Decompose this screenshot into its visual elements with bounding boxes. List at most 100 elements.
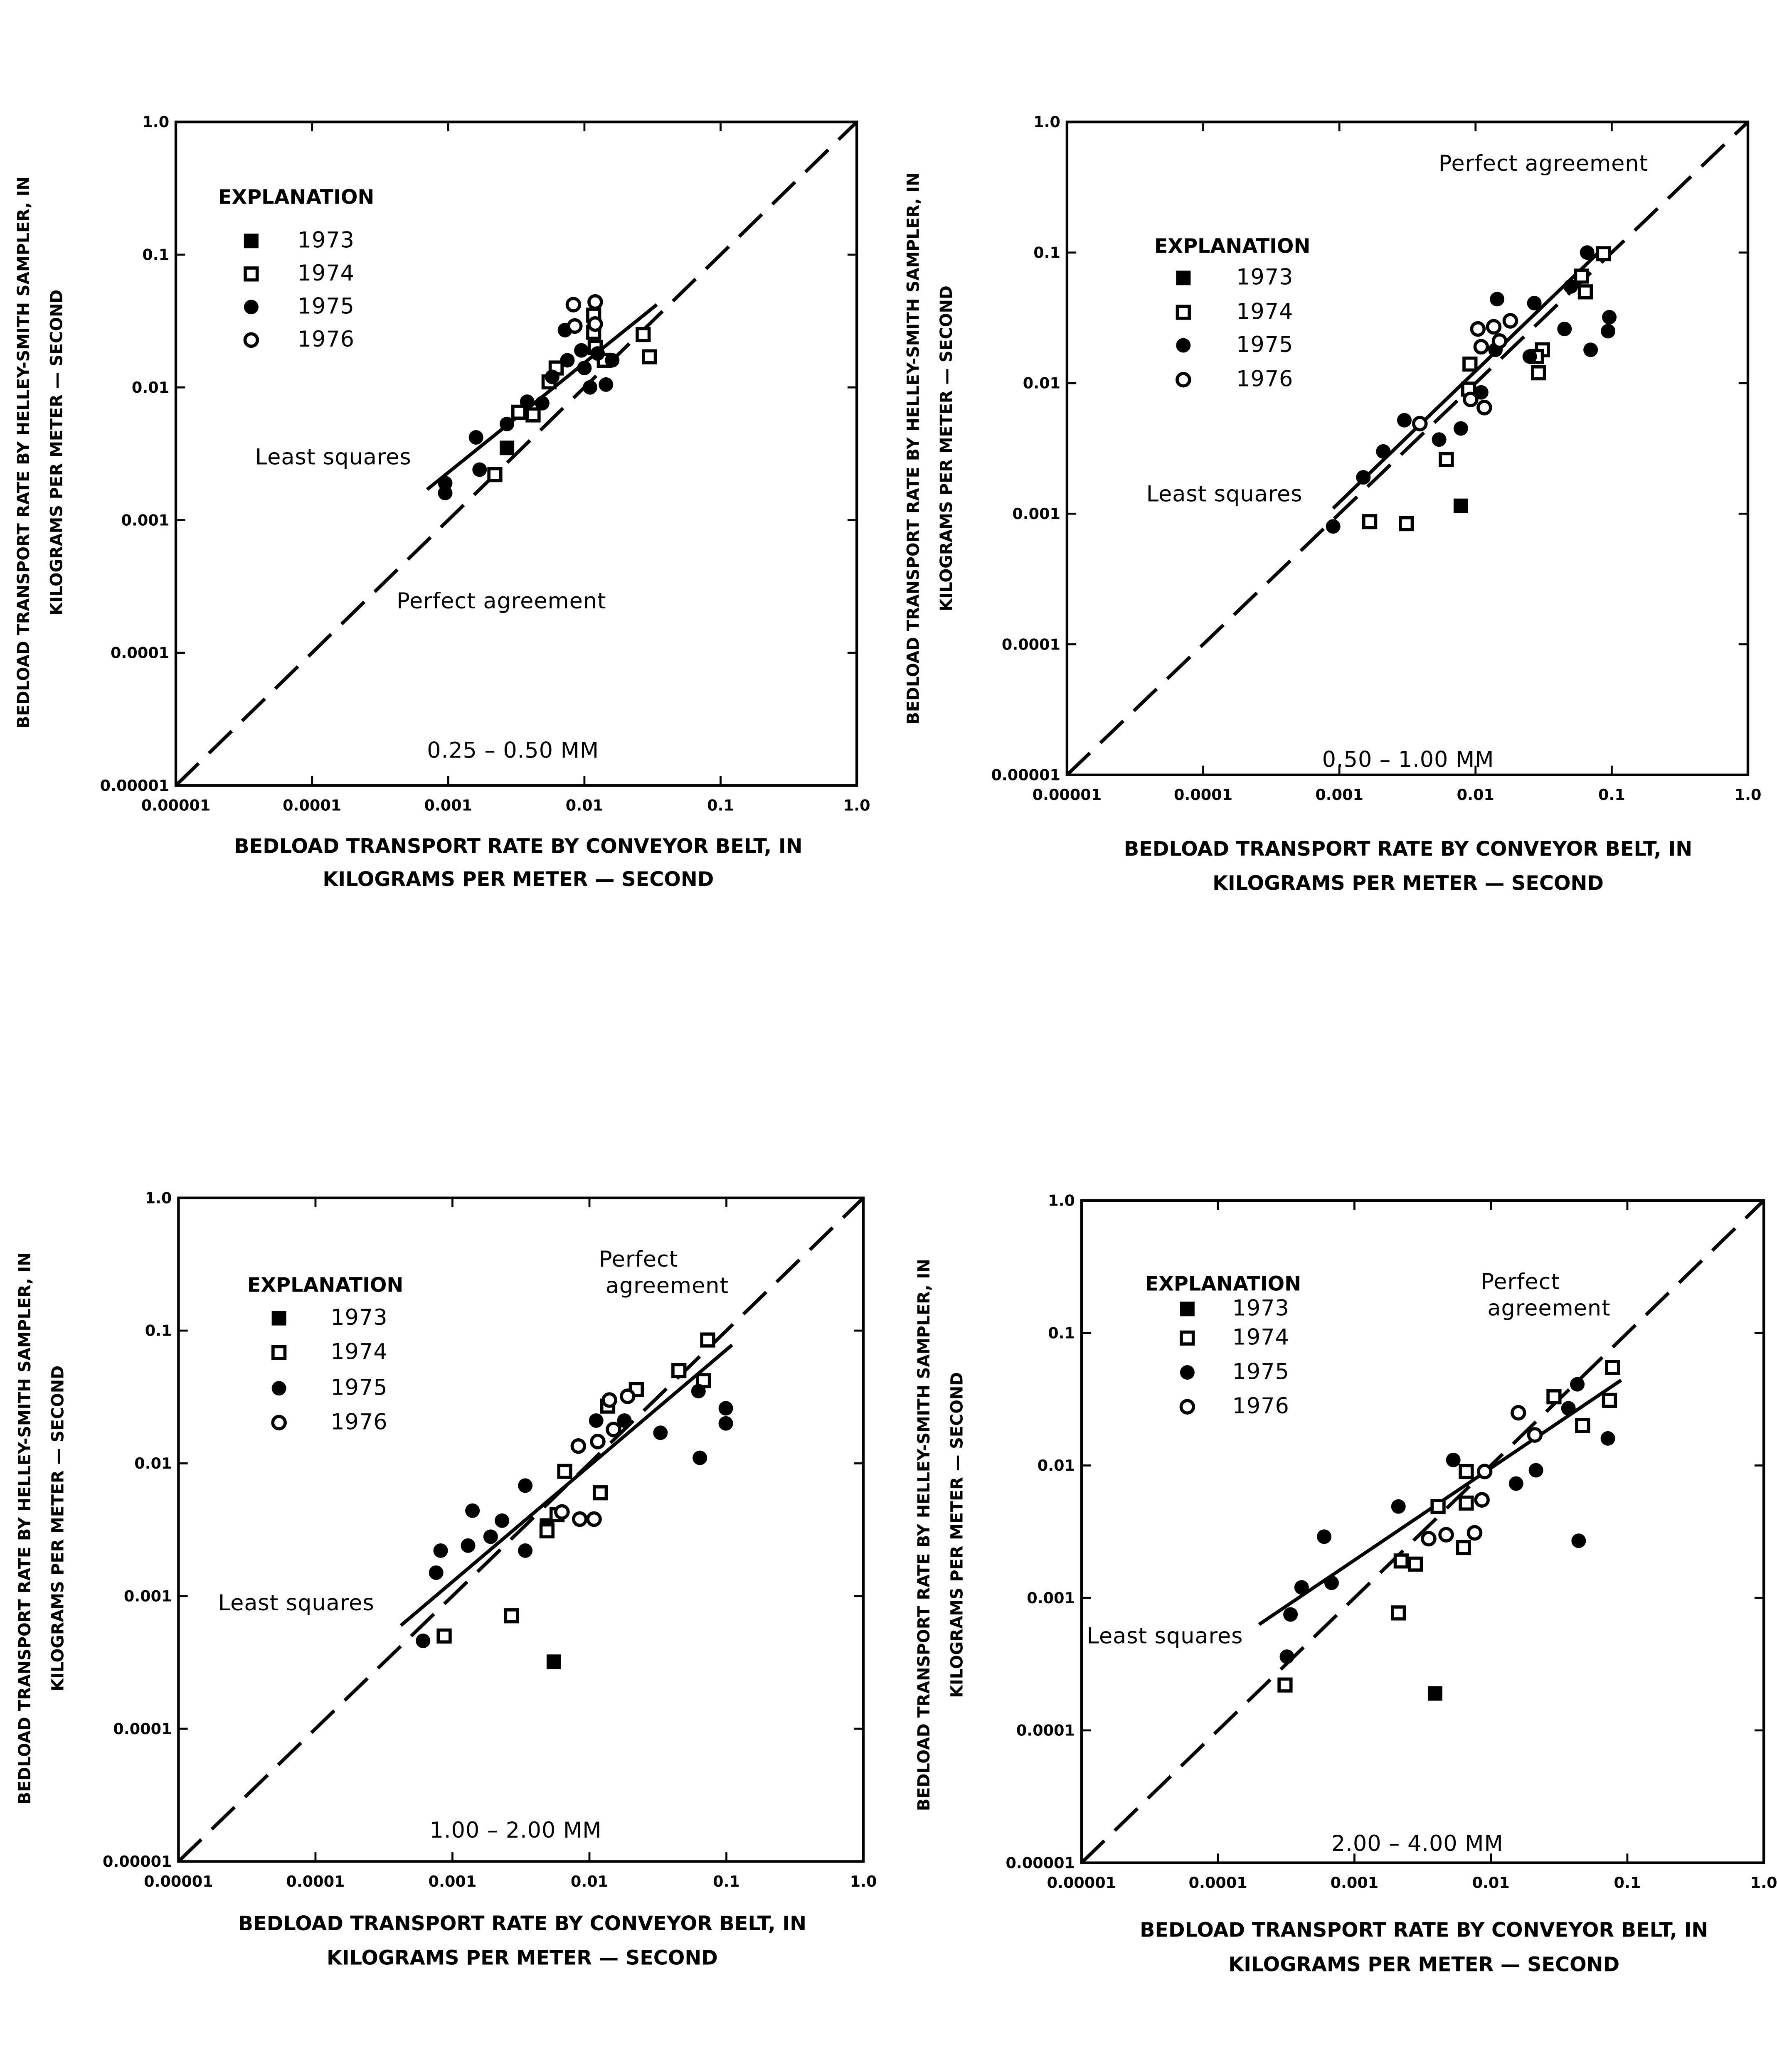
grain-size-label: 0.50 – 1.00 MM [1322, 747, 1494, 773]
y-tick-label: 0.0001 [1016, 1722, 1075, 1740]
legend-marker-1976 [1179, 1399, 1195, 1415]
y-tick-label: 0.1 [145, 1322, 172, 1340]
data-point-1974 [1393, 1553, 1409, 1569]
y-axis-title: KILOGRAMS PER METER — SECOND [49, 1366, 68, 1691]
data-point-1973 [546, 1654, 561, 1669]
x-axis-title: KILOGRAMS PER METER — SECOND [323, 868, 714, 891]
data-point-1975 [1283, 1607, 1298, 1622]
x-tick-label: 0.01 [1472, 1874, 1510, 1892]
plot-frame [1065, 121, 1750, 776]
y-tick-label: 0.01 [1023, 374, 1060, 392]
data-point-1974 [1430, 1499, 1446, 1514]
data-point-1976 [567, 318, 583, 334]
y-tick-label: 0.001 [124, 1587, 172, 1605]
perfect-agreement-line [1066, 121, 1749, 776]
legend-marker-1976 [243, 332, 259, 348]
data-point-1974 [487, 467, 503, 482]
least-squares-label: Least squares [218, 1590, 375, 1616]
data-point-1975 [1279, 1649, 1294, 1664]
legend-marker-1973 [1180, 1302, 1195, 1317]
data-point-1976 [1491, 333, 1508, 349]
legend-label: 1974 [298, 261, 355, 286]
legend-marker-1975 [271, 1381, 286, 1396]
data-point-1975 [589, 1413, 604, 1428]
y-tick-label: 1.0 [142, 113, 169, 131]
x-tick-label: 0.001 [429, 1873, 477, 1890]
data-point-1974 [511, 404, 527, 420]
data-point-1975 [590, 346, 605, 361]
data-point-1975 [1527, 295, 1542, 310]
data-point-1975 [1602, 310, 1617, 325]
data-point-1975 [1294, 1580, 1309, 1595]
data-point-1974 [1531, 365, 1546, 381]
data-point-1974 [1456, 1540, 1471, 1555]
data-point-1976 [587, 294, 603, 310]
data-point-1975 [574, 343, 589, 358]
x-axis-title: BEDLOAD TRANSPORT RATE BY CONVEYOR BELT,… [234, 835, 802, 858]
data-point-1975 [468, 430, 483, 445]
perfect-agreement-line [175, 121, 858, 787]
data-point-1975 [1583, 342, 1598, 357]
x-axis-title: BEDLOAD TRANSPORT RATE BY CONVEYOR BELT,… [1140, 1919, 1708, 1942]
legend-label: 1973 [298, 228, 355, 253]
data-point-1976 [1412, 416, 1428, 432]
data-point-1975 [1376, 444, 1391, 459]
y-tick-label: 0.01 [1038, 1457, 1075, 1474]
plot-frame [1080, 1199, 1765, 1864]
y-axis-title: KILOGRAMS PER METER — SECOND [937, 285, 956, 611]
data-point-1976 [1438, 1527, 1454, 1543]
x-tick-label: 0.00001 [1033, 786, 1102, 804]
legend-label: 1973 [330, 1305, 387, 1330]
perfect-agreement-label: Perfect agreement [1439, 151, 1648, 176]
data-point-1974 [1391, 1605, 1406, 1621]
y-tick-label: 0.00001 [100, 777, 170, 795]
plot-frame [174, 121, 858, 787]
x-tick-label: 0.1 [713, 1873, 740, 1890]
x-tick-label: 1.0 [1735, 786, 1762, 804]
y-axis-title: BEDLOAD TRANSPORT RATE BY HELLEY-SMITH S… [904, 172, 923, 725]
data-point-1976 [1474, 1492, 1490, 1508]
data-point-1975 [500, 416, 515, 431]
legend-label: 1973 [1232, 1296, 1289, 1321]
data-point-1975 [693, 1450, 707, 1465]
data-point-1975 [1600, 1431, 1615, 1446]
perfect-agreement-label: Perfect agreement [397, 588, 606, 614]
data-point-1975 [1570, 1377, 1585, 1392]
data-point-1976 [570, 1438, 587, 1454]
data-point-1976 [565, 297, 582, 313]
data-point-1975 [518, 1478, 533, 1493]
y-tick-label: 0.0001 [111, 644, 169, 662]
legend-marker-1973 [244, 234, 259, 249]
data-point-1975 [1432, 432, 1447, 447]
y-axis-title: BEDLOAD TRANSPORT RATE BY HELLEY-SMITH S… [914, 1259, 934, 1811]
data-point-1974 [636, 327, 651, 342]
data-point-1974 [1459, 1495, 1474, 1511]
grain-size-label: 1.00 – 2.00 MM [430, 1818, 602, 1843]
data-point-1974 [1462, 356, 1478, 372]
legend-label: 1976 [330, 1409, 387, 1435]
data-point-1974 [557, 1464, 572, 1479]
legend-title: EXPLANATION [218, 186, 375, 209]
chart-panel-2: 0.00001 0.0001 0.001 0.01 0.1 1.0 0.00001 0.000… [904, 113, 1762, 895]
x-tick-label: 0.001 [424, 797, 472, 815]
y-axis-title: KILOGRAMS PER METER — SECOND [47, 290, 66, 615]
data-point-1975 [617, 1413, 632, 1428]
data-point-1975 [1557, 322, 1572, 337]
data-point-1975 [1397, 413, 1412, 428]
x-tick-label: 0.1 [1614, 1874, 1641, 1892]
y-tick-label: 0.00001 [103, 1853, 172, 1870]
legend-marker-1975 [1176, 338, 1191, 353]
data-point-1974 [592, 1485, 608, 1501]
data-point-1976 [572, 1511, 588, 1527]
data-point-1975 [577, 361, 592, 376]
x-tick-label: 0.0001 [1174, 786, 1232, 804]
data-point-1975 [582, 380, 597, 395]
x-axis-title: KILOGRAMS PER METER — SECOND [1228, 1953, 1619, 1976]
data-point-1975 [718, 1401, 733, 1416]
y-axis-title: BEDLOAD TRANSPORT RATE BY HELLEY-SMITH S… [15, 1253, 35, 1805]
legend-label: 1974 [1236, 299, 1293, 324]
data-point-1976 [1476, 1464, 1493, 1479]
data-point-1976 [1502, 313, 1518, 329]
data-point-1975 [433, 1543, 448, 1558]
data-point-1975 [1446, 1452, 1461, 1467]
